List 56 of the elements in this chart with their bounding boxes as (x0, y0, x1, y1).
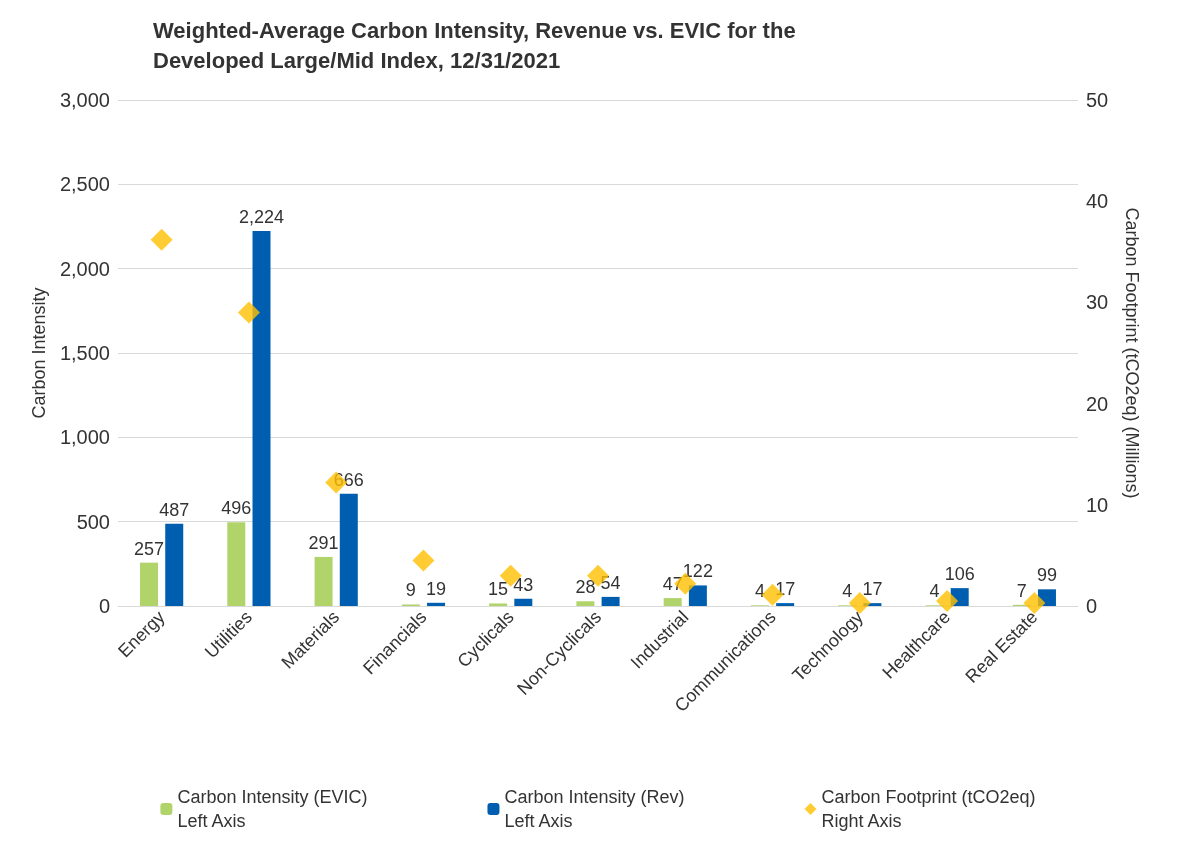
bar (165, 523, 184, 606)
legend-label: Carbon Footprint (tCO2eq) Right Axis (821, 787, 1036, 831)
y2-tick-label: 0 (1086, 595, 1098, 617)
y-tick-label: 1,500 (59, 342, 110, 364)
y2-tick-label: 20 (1086, 392, 1109, 415)
bar (140, 562, 159, 606)
y-tick-label: 2,000 (59, 257, 110, 280)
data-label: 496 (221, 498, 252, 519)
data-label: 54 (600, 572, 621, 593)
bar (688, 585, 707, 606)
data-label: 122 (682, 561, 713, 582)
data-label: 257 (134, 538, 165, 559)
y2-tick-label: 50 (1086, 89, 1109, 111)
data-label: 17 (862, 579, 883, 600)
bar (252, 230, 271, 606)
point (237, 301, 260, 324)
y-tick-label: 2,500 (59, 173, 110, 196)
data-label: 4 (929, 581, 940, 602)
bar (227, 522, 246, 606)
bar (776, 603, 795, 606)
y2-tick-label: 10 (1086, 493, 1109, 516)
y2-tick-label: 30 (1086, 291, 1109, 314)
bar (663, 598, 682, 606)
data-label: 43 (513, 574, 534, 595)
y2-tick-label: 40 (1086, 190, 1109, 213)
chart-title: Weighted-Average Carbon Intensity, Revenue vs. EVIC for the Developed Large/Mid Index, 12/31/2021 (153, 17, 802, 73)
data-label: 9 (405, 580, 416, 601)
y2-axis-title: Carbon Footprint (tCO2eq) (Millions) (1122, 207, 1142, 499)
data-label: 291 (308, 532, 339, 553)
bar (576, 601, 595, 606)
bar (489, 603, 508, 606)
bar (339, 493, 358, 606)
y-tick-label: 3,000 (59, 89, 110, 111)
legend-label: Carbon Intensity (EVIC) Left Axis (177, 787, 368, 831)
data-label: 4 (842, 581, 853, 602)
data-label: 106 (944, 564, 975, 585)
data-label: 99 (1036, 565, 1057, 586)
y-tick-label: 0 (98, 595, 110, 617)
point (412, 549, 435, 572)
legend-label: Carbon Intensity (Rev) Left Axis (504, 787, 685, 831)
point (150, 228, 173, 251)
data-label: 15 (488, 579, 509, 600)
data-label: 7 (1016, 580, 1027, 601)
bar (601, 596, 620, 606)
data-label: 487 (159, 499, 190, 520)
data-label: 19 (426, 578, 447, 599)
bar (427, 602, 446, 606)
data-label: 4 (754, 581, 765, 602)
data-label: 17 (775, 579, 796, 600)
bar (514, 598, 533, 606)
y-tick-label: 1,000 (59, 426, 110, 449)
data-label: 2,224 (238, 206, 285, 227)
bar (314, 556, 333, 606)
y-axis-title: Carbon Intensity (29, 287, 49, 419)
data-label: 28 (575, 577, 596, 598)
y-tick-label: 500 (76, 510, 110, 533)
